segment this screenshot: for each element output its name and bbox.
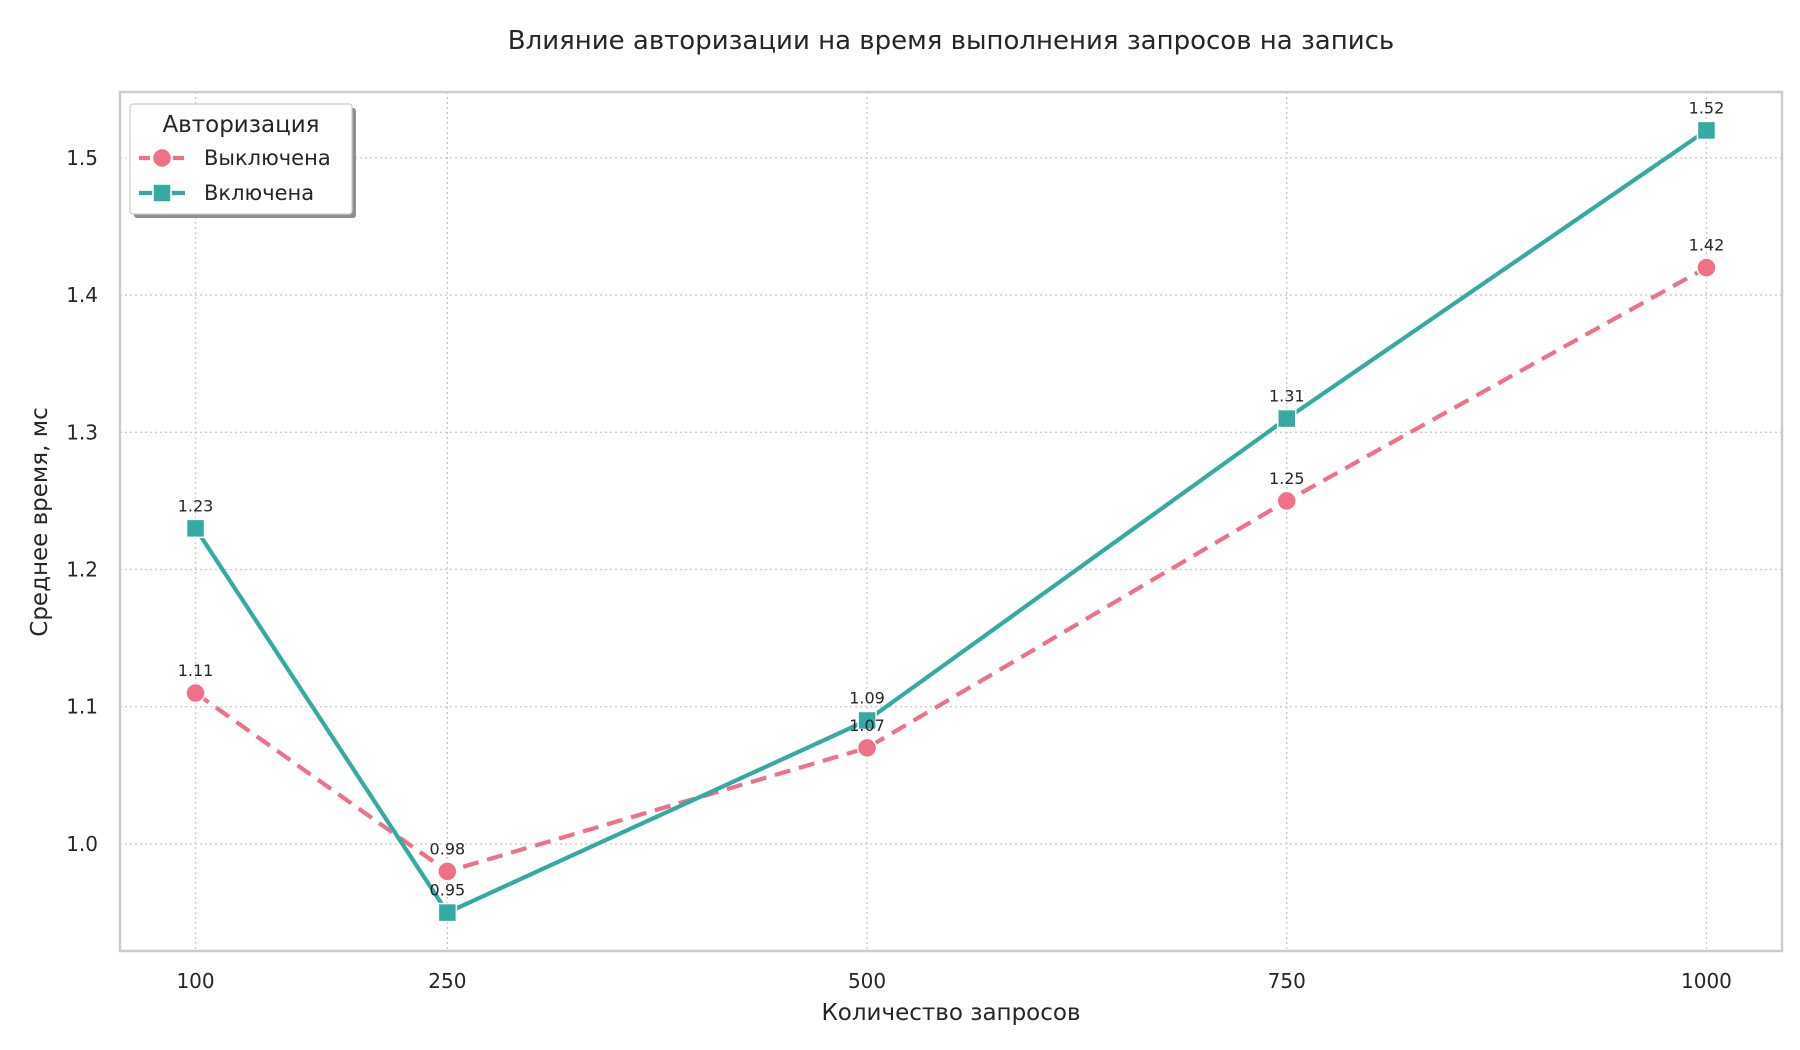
data-label: 1.07 (849, 716, 885, 735)
chart-title: Влияние авторизации на время выполнения … (508, 26, 1395, 56)
x-axis-label: Количество запросов (821, 1000, 1080, 1026)
y-tick-label: 1.0 (66, 832, 98, 856)
x-tick-label: 100 (176, 969, 214, 993)
data-point (1276, 490, 1298, 512)
legend-label: Включена (204, 181, 314, 205)
legend-entry: Включена (139, 181, 314, 205)
y-tick-label: 1.2 (66, 558, 98, 582)
y-axis-label: Среднее время, мс (27, 407, 53, 636)
plot-area-frame (118, 90, 1784, 953)
data-point (1696, 120, 1717, 141)
data-label: 1.52 (1689, 98, 1725, 117)
data-point (1696, 257, 1717, 278)
data-point (437, 902, 458, 923)
data-point (185, 518, 206, 539)
series-2 (185, 120, 1717, 923)
axis-ticks: 100 250 500 750 1000 1.0 1.1 1.2 1.3 1.4 1.5 (66, 146, 1732, 993)
data-label: 1.42 (1689, 236, 1725, 255)
data-label: 1.31 (1269, 387, 1305, 406)
y-tick-label: 1.5 (66, 146, 98, 170)
data-label: 0.98 (430, 839, 466, 858)
data-label: 0.95 (430, 881, 466, 900)
y-tick-label: 1.1 (66, 695, 98, 719)
grid (120, 92, 1782, 951)
data-point (185, 682, 206, 704)
data-label: 1.23 (178, 496, 214, 515)
legend-box (129, 103, 353, 215)
series-line (193, 128, 1708, 915)
y-tick-label: 1.4 (66, 283, 98, 307)
series-lines (185, 120, 1717, 923)
legend: Авторизация Выключена Включена (129, 103, 356, 218)
x-tick-label: 250 (428, 969, 466, 993)
legend-label: Выключена (204, 146, 331, 170)
data-point (856, 737, 878, 759)
legend-marker (151, 147, 173, 169)
data-point (437, 861, 458, 882)
legend-marker (152, 183, 172, 203)
data-label: 1.25 (1269, 469, 1305, 488)
data-label: 1.11 (178, 661, 214, 680)
data-label: 1.09 (849, 688, 885, 707)
data-labels: 1.11 0.98 1.07 1.25 1.42 1.23 0.95 1.09 1.31 1.52 (178, 98, 1725, 899)
series-1 (185, 257, 1717, 882)
x-tick-label: 500 (848, 969, 886, 993)
x-tick-label: 750 (1268, 969, 1306, 993)
legend-entry: Выключена (139, 146, 331, 170)
series-line (194, 265, 1708, 874)
data-point (857, 710, 877, 731)
y-tick-label: 1.3 (66, 420, 98, 444)
legend-title: Авторизация (162, 112, 319, 138)
x-tick-label: 1000 (1681, 969, 1732, 993)
data-point (1277, 408, 1297, 429)
